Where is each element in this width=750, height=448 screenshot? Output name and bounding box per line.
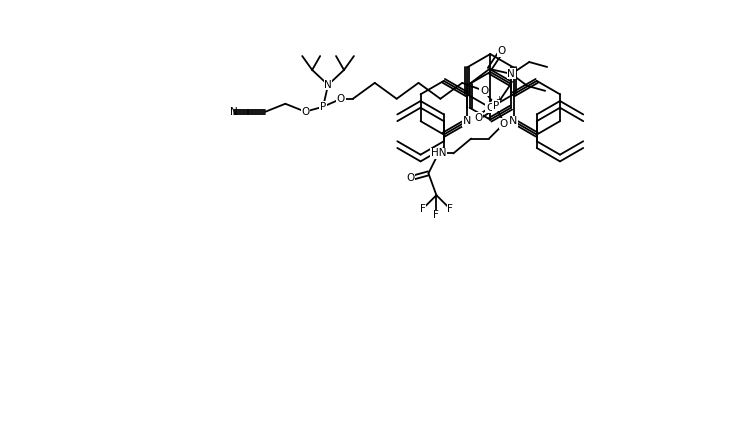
Text: O: O <box>337 94 345 104</box>
Text: HN: HN <box>430 148 446 159</box>
Text: N: N <box>509 116 518 126</box>
Text: O: O <box>474 112 482 123</box>
Text: O: O <box>480 86 488 96</box>
Text: N: N <box>508 69 515 79</box>
Text: O: O <box>406 173 415 183</box>
Text: N: N <box>324 80 332 90</box>
Text: O: O <box>301 107 309 116</box>
Text: N: N <box>230 107 238 116</box>
Text: O: O <box>486 103 495 113</box>
Text: F: F <box>419 204 425 214</box>
Text: F: F <box>448 204 453 214</box>
Text: P: P <box>320 102 326 112</box>
Text: N: N <box>463 116 471 126</box>
Text: P: P <box>493 101 500 111</box>
Text: +: + <box>495 95 502 104</box>
Text: F: F <box>433 210 439 220</box>
Text: O: O <box>497 46 506 56</box>
Text: O: O <box>500 119 508 129</box>
